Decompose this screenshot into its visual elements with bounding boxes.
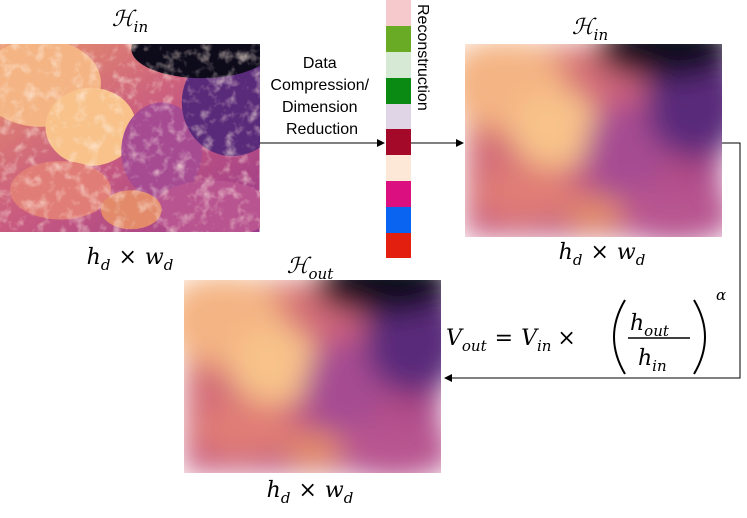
text: d [164, 256, 174, 274]
text: ℋ [572, 15, 597, 40]
output-image [184, 280, 441, 473]
text: V [446, 326, 464, 351]
image-title: ℋout [287, 254, 334, 283]
text: × [298, 478, 316, 503]
text: w [145, 245, 164, 270]
arrow [444, 142, 741, 382]
text: α [716, 286, 726, 304]
text: h [638, 346, 652, 371]
text: V [521, 326, 539, 351]
text: ℋ [112, 7, 137, 32]
text: d [101, 256, 111, 274]
compression-label: Data Compression/ Dimension Reduction [270, 55, 373, 138]
text: h [267, 478, 281, 503]
text: × [118, 245, 136, 270]
image-title: ℋin [572, 15, 608, 44]
text: w [617, 240, 636, 265]
svg-text:hin: hin [638, 346, 667, 375]
text: h [630, 311, 644, 336]
text: out [309, 265, 335, 283]
text: = [495, 326, 513, 351]
text: Compression/ [270, 77, 369, 94]
image-title: ℋin [112, 7, 148, 36]
text: d [573, 251, 583, 269]
text: Data [303, 55, 337, 72]
image-size: hd × wd [87, 245, 174, 274]
text: in [537, 337, 551, 355]
text: Reduction [286, 121, 358, 138]
text: d [636, 251, 646, 269]
text: Dimension [282, 99, 358, 116]
text: d [281, 489, 291, 507]
text: d [344, 489, 354, 507]
text: in [134, 18, 148, 36]
image-size: hd × wd [267, 478, 354, 507]
reconstructed-image [465, 44, 722, 237]
formula: Vout = Vin × hout hin α [446, 286, 726, 375]
text: w [325, 478, 344, 503]
text: × [557, 326, 575, 351]
svg-text:Vout=Vin×: Vout = Vin × [446, 326, 576, 355]
text: h [87, 245, 101, 270]
svg-text:hout: hout [630, 311, 670, 340]
text: ℋ [287, 254, 312, 279]
text: h [559, 240, 573, 265]
text: × [590, 240, 608, 265]
text: in [652, 357, 666, 375]
reconstruction-label: Reconstruction [414, 4, 431, 111]
input-image [0, 44, 260, 232]
latent-vector [386, 0, 411, 258]
image-size: hd × wd [559, 240, 646, 269]
text: out [462, 337, 488, 355]
text: out [644, 322, 670, 340]
text: in [594, 26, 608, 44]
